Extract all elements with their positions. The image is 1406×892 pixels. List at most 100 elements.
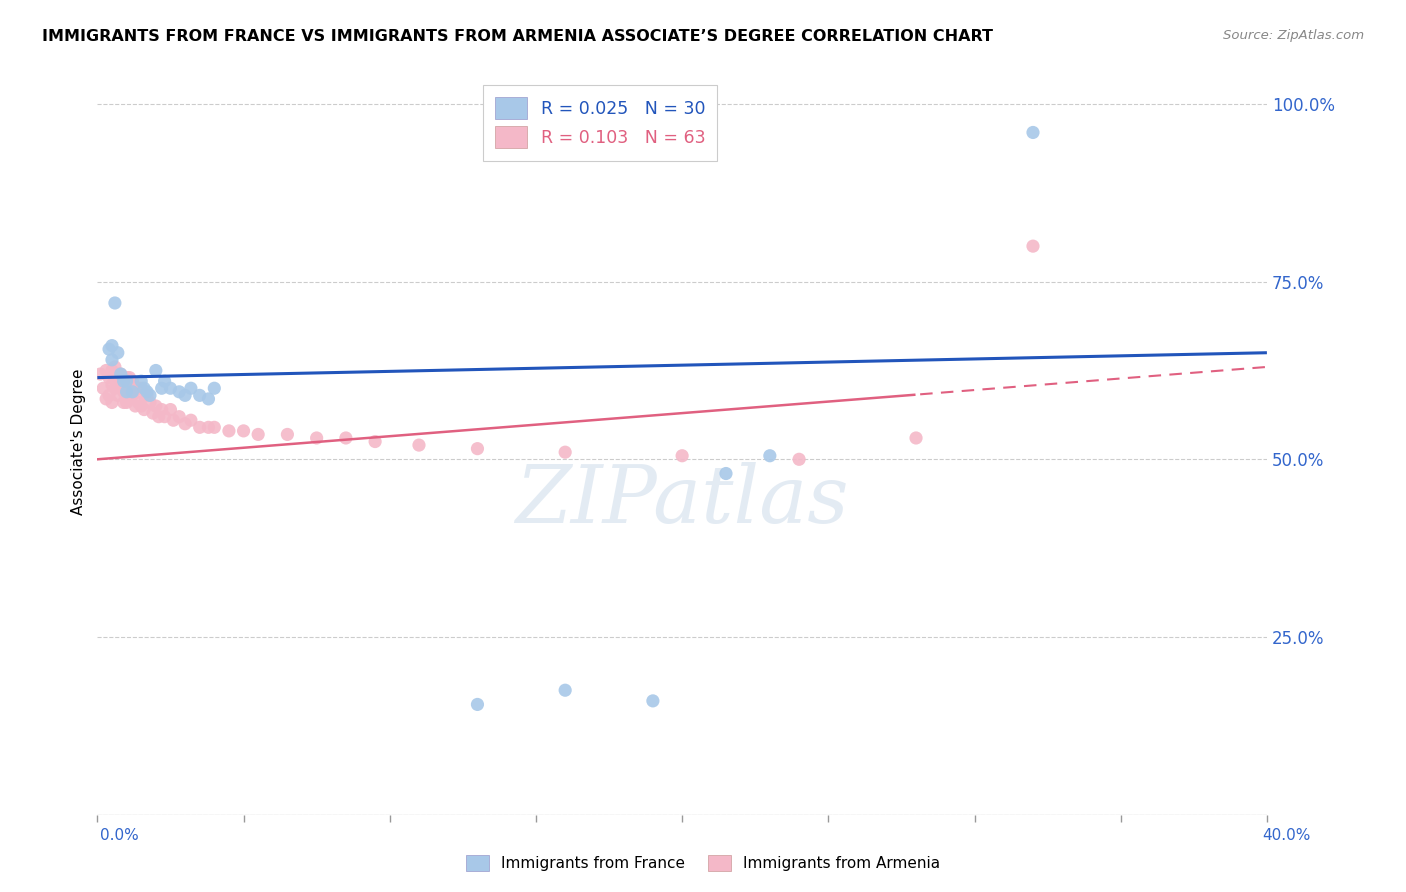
Text: 0.0%: 0.0% (100, 829, 139, 843)
Point (167, 409, 190, 424)
Point (112, 374, 135, 388)
Point (98, 342, 121, 356)
Point (232, 424, 254, 438)
Point (671, 449, 693, 463)
Point (218, 424, 240, 438)
Point (112, 370, 135, 384)
Point (110, 367, 132, 381)
Point (107, 367, 129, 381)
Point (335, 431, 357, 445)
Point (174, 417, 197, 431)
Text: Source: ZipAtlas.com: Source: ZipAtlas.com (1223, 29, 1364, 42)
Point (276, 427, 298, 442)
Point (124, 399, 146, 413)
Text: ZIPatlas: ZIPatlas (516, 462, 849, 540)
Point (101, 377, 124, 392)
Point (202, 420, 225, 434)
Point (145, 363, 167, 377)
Point (104, 296, 127, 310)
Point (94, 392, 117, 406)
Legend: Immigrants from France, Immigrants from Armenia: Immigrants from France, Immigrants from … (460, 849, 946, 877)
Point (467, 442, 489, 456)
Point (104, 359, 127, 374)
Point (905, 431, 928, 445)
Legend: R = 0.025   N = 30, R = 0.103   N = 63: R = 0.025 N = 30, R = 0.103 N = 63 (484, 85, 717, 161)
Point (98, 388, 121, 402)
Point (641, 694, 664, 708)
Point (115, 384, 138, 399)
Point (121, 388, 143, 402)
Y-axis label: Associate's Degree: Associate's Degree (72, 368, 86, 515)
Point (101, 363, 124, 377)
Point (162, 413, 184, 427)
Text: 40.0%: 40.0% (1263, 829, 1310, 843)
Point (134, 381, 156, 395)
Point (139, 388, 162, 402)
Point (118, 370, 141, 384)
Point (188, 388, 211, 402)
Point (136, 384, 159, 399)
Point (94, 363, 117, 377)
Point (129, 374, 152, 388)
Point (98, 370, 121, 384)
Point (714, 467, 737, 481)
Point (554, 683, 576, 698)
Point (107, 345, 129, 359)
Point (104, 370, 127, 384)
Point (104, 381, 127, 395)
Point (101, 338, 124, 352)
Point (115, 374, 138, 388)
Point (134, 388, 156, 402)
Point (180, 413, 202, 427)
Point (145, 399, 167, 413)
Point (115, 381, 138, 395)
Point (202, 381, 225, 395)
Point (115, 370, 138, 384)
Point (121, 384, 143, 399)
Point (124, 381, 146, 395)
Point (197, 420, 219, 434)
Point (118, 388, 141, 402)
Point (129, 381, 152, 395)
Point (167, 384, 190, 399)
Point (305, 431, 328, 445)
Point (153, 374, 176, 388)
Point (150, 381, 173, 395)
Point (107, 388, 129, 402)
Point (127, 395, 149, 409)
Point (150, 402, 173, 417)
Point (110, 377, 132, 392)
Point (174, 388, 197, 402)
Point (115, 395, 138, 409)
Point (101, 352, 124, 367)
Point (554, 445, 576, 459)
Point (1022, 126, 1045, 140)
Point (129, 399, 152, 413)
Point (759, 449, 782, 463)
Point (467, 698, 489, 712)
Point (112, 384, 135, 399)
Point (1022, 239, 1045, 253)
Point (787, 452, 810, 467)
Point (121, 374, 143, 388)
Point (408, 438, 430, 452)
Point (197, 392, 219, 406)
Point (134, 402, 156, 417)
Point (153, 409, 176, 424)
Point (139, 395, 162, 409)
Text: IMMIGRANTS FROM FRANCE VS IMMIGRANTS FROM ARMENIA ASSOCIATE’S DEGREE CORRELATION: IMMIGRANTS FROM FRANCE VS IMMIGRANTS FRO… (42, 29, 993, 44)
Point (180, 381, 202, 395)
Point (148, 409, 170, 424)
Point (142, 406, 165, 420)
Point (110, 367, 132, 381)
Point (159, 402, 181, 417)
Point (101, 395, 124, 409)
Point (364, 434, 387, 449)
Point (188, 420, 211, 434)
Point (247, 427, 270, 442)
Point (159, 381, 181, 395)
Point (112, 395, 135, 409)
Point (89, 367, 111, 381)
Point (127, 381, 149, 395)
Point (136, 388, 159, 402)
